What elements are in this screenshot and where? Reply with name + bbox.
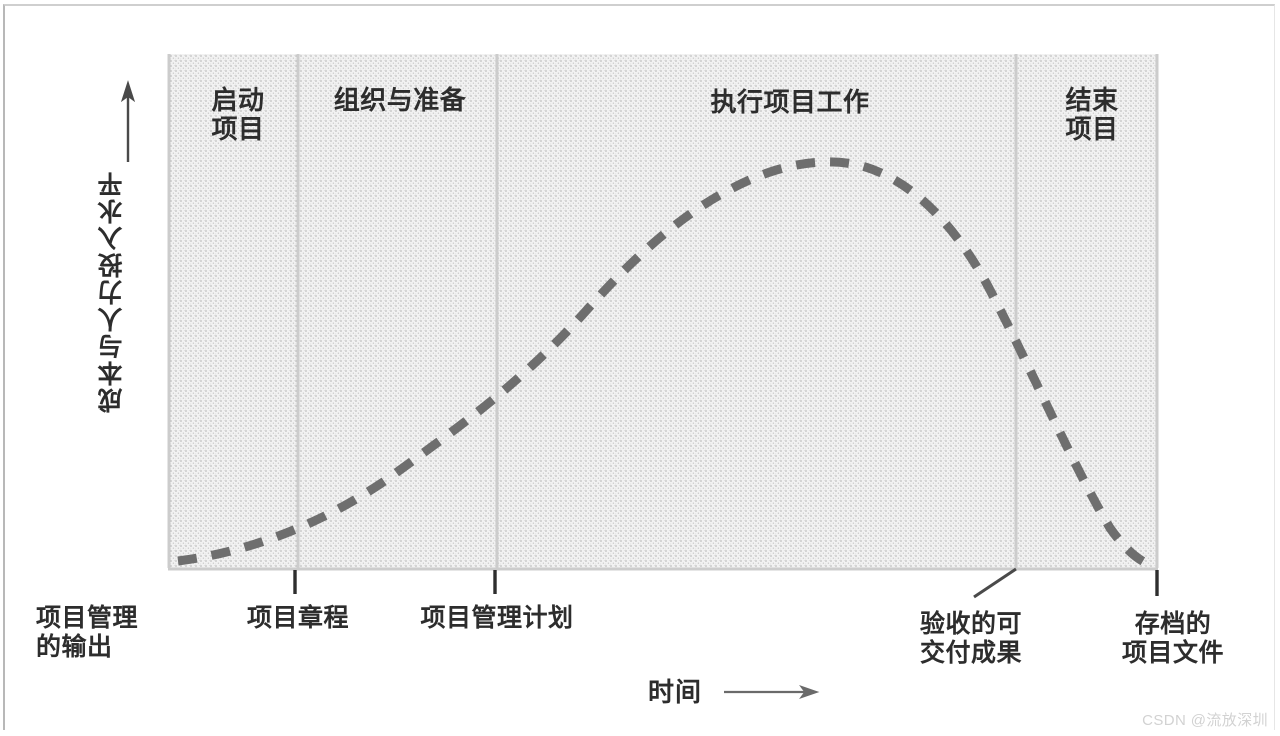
axis-ticks [293, 570, 1159, 596]
x-axis-arrow-icon [724, 685, 820, 699]
deliverable-label-archived-docs: 存档的 项目文件 [1121, 611, 1224, 667]
deliverable-label-pm-plan: 项目管理计划 [420, 605, 574, 632]
y-axis-title: 成本与人力投入水平 [99, 170, 126, 413]
deliverable-label-accepted-deliverables: 验收的可 交付成果 [919, 611, 1022, 667]
x-axis-title: 时间 [648, 678, 703, 707]
effort-curve [177, 157, 1149, 568]
leader-line-accepted-deliverables [973, 567, 1017, 599]
deliverable-label-project-charter: 项目章程 [246, 605, 349, 632]
phase-label-execute: 执行项目工作 [710, 88, 870, 117]
chart-shaded-area [168, 54, 1158, 568]
phase-label-close: 结束 项目 [1065, 86, 1119, 145]
phase-dividers [167, 54, 1159, 568]
phase-label-organize: 组织与准备 [333, 86, 467, 115]
csdn-watermark: CSDN @流放深圳 [1142, 712, 1268, 729]
phase-label-initiate: 启动 项目 [211, 86, 265, 145]
y-axis-arrow-icon [120, 80, 136, 162]
deliverable-label-pm-outputs: 项目管理 的输出 [36, 605, 139, 661]
